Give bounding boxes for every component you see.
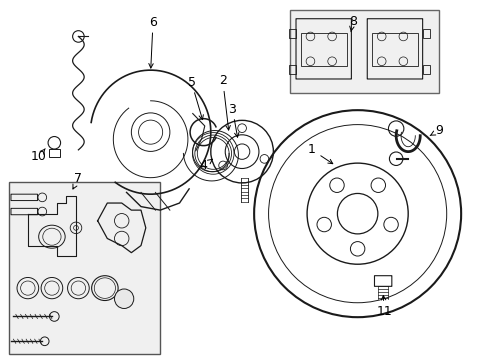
Text: 11: 11: [375, 305, 391, 318]
Text: 4: 4: [199, 159, 207, 172]
Bar: [371, 33, 417, 66]
Text: 6: 6: [149, 16, 157, 29]
Bar: [9, 182, 160, 354]
Text: 8: 8: [348, 15, 356, 28]
Text: 9: 9: [435, 124, 443, 137]
Bar: [422, 30, 429, 38]
Text: 2: 2: [219, 74, 226, 87]
Text: 7: 7: [74, 172, 82, 185]
Bar: [300, 33, 346, 66]
Bar: [288, 30, 295, 38]
Text: 1: 1: [307, 143, 315, 156]
Ellipse shape: [114, 289, 134, 309]
Text: 5: 5: [187, 76, 195, 89]
Bar: [290, 10, 439, 93]
Bar: [288, 65, 295, 74]
Bar: [422, 65, 429, 74]
Text: 10: 10: [30, 150, 46, 163]
Text: 3: 3: [228, 103, 236, 116]
